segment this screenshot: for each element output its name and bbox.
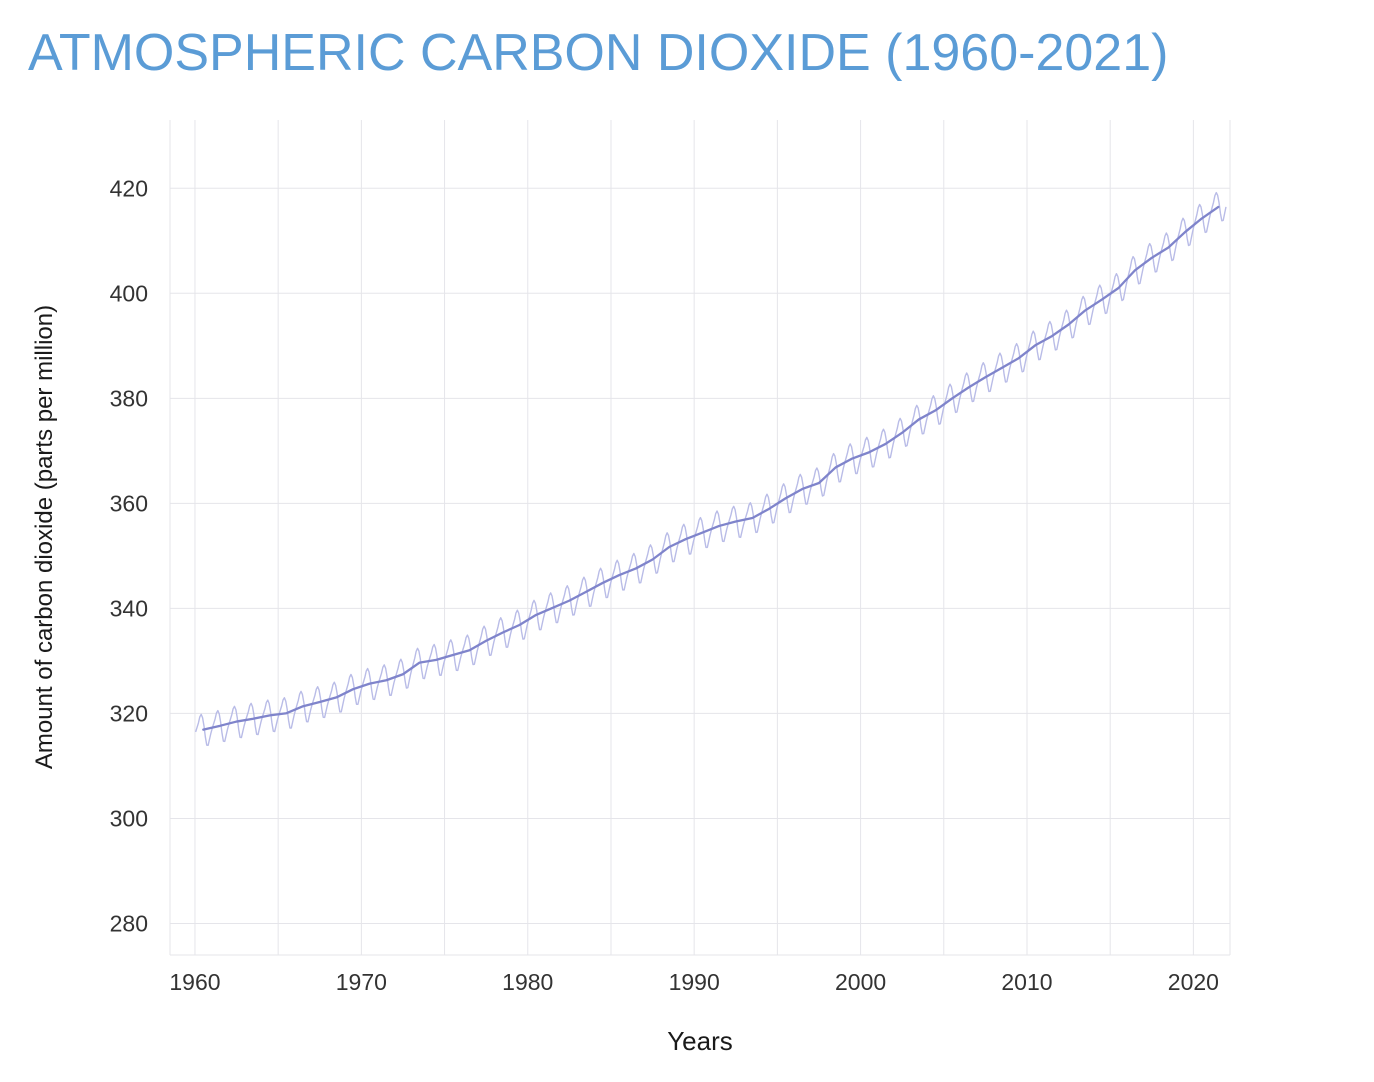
x-tick-label: 1970 (336, 969, 387, 995)
y-tick-label: 360 (110, 490, 148, 516)
trend-co2-line (202, 205, 1220, 731)
y-tick-label: 300 (110, 805, 148, 831)
x-tick-label: 2020 (1168, 969, 1219, 995)
x-tick-label: 2000 (835, 969, 886, 995)
x-tick-label: 1960 (169, 969, 220, 995)
series-layer (194, 191, 1227, 747)
y-tick-label: 320 (110, 700, 148, 726)
y-tick-label: 340 (110, 595, 148, 621)
y-tick-label: 400 (110, 280, 148, 306)
x-axis-label: Years (667, 1026, 733, 1056)
grid-layer (169, 120, 1231, 956)
x-tick-label: 1980 (502, 969, 553, 995)
y-axis-label: Amount of carbon dioxide (parts per mill… (31, 305, 58, 769)
y-tick-label: 420 (110, 175, 148, 201)
y-tick-label: 380 (110, 385, 148, 411)
ticks-layer: 280 300 320 340 360 380 400 420 1960 1970 1980 1990… (110, 175, 1219, 995)
y-tick-label: 280 (110, 910, 148, 936)
seasonal-co2-line (194, 191, 1227, 747)
x-tick-label: 2010 (1001, 969, 1052, 995)
x-tick-label: 1990 (669, 969, 720, 995)
chart-title: ATMOSPHERIC CARBON DIOXIDE (1960-2021) (28, 24, 1168, 82)
